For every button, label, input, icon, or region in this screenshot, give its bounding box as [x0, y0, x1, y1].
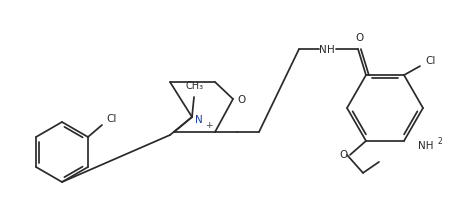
Text: O: O: [339, 150, 347, 160]
Text: H: H: [327, 45, 335, 55]
Text: N: N: [319, 45, 327, 55]
Text: O: O: [355, 33, 363, 43]
Text: Cl: Cl: [426, 56, 436, 66]
Text: N: N: [195, 115, 203, 125]
Text: NH: NH: [418, 141, 434, 151]
Text: CH₃: CH₃: [186, 81, 204, 91]
Text: Cl: Cl: [107, 114, 117, 124]
Text: 2: 2: [438, 137, 442, 147]
Text: O: O: [238, 95, 246, 105]
Text: +: +: [205, 122, 213, 131]
